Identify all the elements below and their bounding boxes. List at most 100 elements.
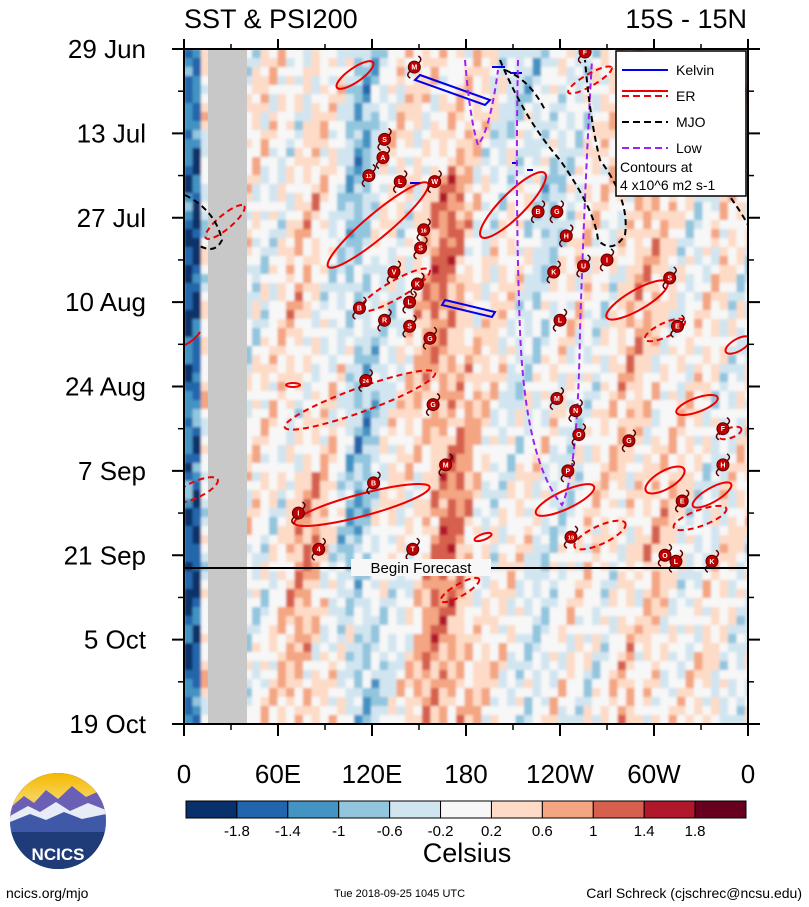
storm-label: 4 xyxy=(317,547,321,554)
y-tick-label: 5 Oct xyxy=(84,625,147,655)
forecast-label: Begin Forecast xyxy=(371,560,473,577)
y-tick-label: 10 Aug xyxy=(65,287,146,317)
storm-label: V xyxy=(392,269,397,276)
psi200-contours xyxy=(184,59,748,604)
storm-label: S xyxy=(667,276,672,283)
storm-marker: T xyxy=(405,537,420,561)
storm-marker: G xyxy=(621,429,637,453)
x-tick-label: 60W xyxy=(627,759,681,789)
x-tick-label: 120W xyxy=(526,759,594,789)
storm-label: K xyxy=(551,269,556,276)
storm-label: F xyxy=(583,50,588,57)
storm-marker: O xyxy=(571,423,587,447)
storm-label: H xyxy=(720,462,725,469)
storm-marker: K xyxy=(546,260,561,284)
colorbar-tick: -1.8 xyxy=(224,823,250,840)
colorbar-segment xyxy=(185,800,238,819)
chart-title-left: SST & PSI200 xyxy=(184,4,358,34)
storm-marker: O xyxy=(657,543,673,567)
storm-label: O xyxy=(662,553,668,560)
y-tick-label: 7 Sep xyxy=(78,456,146,486)
storm-label: S xyxy=(382,137,387,144)
x-tick-label: 60E xyxy=(255,759,301,789)
colorbar-tick: 1.4 xyxy=(634,823,655,840)
storm-label: L xyxy=(407,300,412,307)
storm-marker: 16 xyxy=(416,218,431,242)
storm-marker: S xyxy=(662,266,677,290)
axes: 29 Jun 13 Jul 27 Jul 10 Aug 24 Aug 7 Sep 21 Se… xyxy=(64,34,760,789)
colorbar-segment xyxy=(592,800,645,819)
storm-marker: 4 xyxy=(311,537,326,561)
storm-marker: V xyxy=(386,260,402,284)
storm-marker: H xyxy=(559,224,574,248)
colorbar: -1.8 -1.4 -1 -0.6 -0.2 0.2 0.6 1 1.4 1.8 xyxy=(185,800,747,840)
land-mask xyxy=(208,49,247,724)
storm-marker: E xyxy=(674,489,690,513)
storm-label: A xyxy=(380,155,385,162)
y-tick-label: 21 Sep xyxy=(64,540,146,570)
x-tick-label: 0 xyxy=(741,759,755,789)
y-tick-label: 19 Oct xyxy=(69,709,146,739)
storm-marker: 24 xyxy=(358,368,373,393)
storm-marker: M xyxy=(407,55,422,79)
x-tick-label: 0 xyxy=(177,759,191,789)
colorbar-tick: -1 xyxy=(332,823,345,840)
storm-marker: S xyxy=(402,314,417,338)
storm-marker: U xyxy=(576,254,591,278)
y-tick-label: 24 Aug xyxy=(65,372,146,402)
storm-label: M xyxy=(411,65,417,72)
legend-item: ER xyxy=(622,88,695,104)
storm-label: L xyxy=(674,559,679,566)
storm-label: G xyxy=(554,209,560,216)
storm-label: O xyxy=(576,432,582,439)
storm-label: E xyxy=(675,324,680,331)
storm-marker: L xyxy=(392,169,408,194)
storm-label: G xyxy=(427,336,433,343)
storm-label: W xyxy=(431,179,438,186)
storm-marker: I xyxy=(599,248,615,272)
logo-text: NCICS xyxy=(32,845,85,864)
storm-marker: B xyxy=(530,200,546,224)
colorbar-segment xyxy=(643,800,696,819)
storm-label: G xyxy=(626,438,632,445)
legend-label: Kelvin xyxy=(676,62,714,78)
colorbar-segment xyxy=(236,800,289,819)
storm-label: T xyxy=(411,547,416,554)
storm-marker: I xyxy=(291,501,306,525)
x-tick-label: 120E xyxy=(342,759,403,789)
storm-marker: K xyxy=(410,272,425,296)
storm-marker: B xyxy=(352,296,367,320)
storm-marker: F xyxy=(715,417,731,441)
legend-item: MJO xyxy=(622,114,706,130)
colorbar-tick: 1 xyxy=(589,823,597,840)
storm-label: K xyxy=(415,282,420,289)
storm-label: 24 xyxy=(363,379,370,385)
storm-marker: N xyxy=(568,398,583,423)
storm-marker: 13 xyxy=(361,163,377,188)
storm-marker: A xyxy=(375,145,391,170)
storm-marker: G xyxy=(422,326,438,350)
storm-marker: G xyxy=(425,392,441,417)
storm-label: R xyxy=(382,318,387,325)
y-tick-label: 29 Jun xyxy=(68,34,146,64)
storm-label: I xyxy=(606,257,608,264)
storm-label: E xyxy=(680,499,685,506)
colorbar-tick: 0.6 xyxy=(532,823,553,840)
storm-marker: G xyxy=(549,200,565,224)
colorbar-segment xyxy=(389,800,442,819)
storm-marker: L xyxy=(402,290,417,314)
legend-item: Kelvin xyxy=(622,62,714,78)
footer-url[interactable]: ncics.org/mjo xyxy=(6,885,89,901)
storm-label: B xyxy=(357,306,362,313)
footer-timestamp: Tue 2018-09-25 1045 UTC xyxy=(334,888,466,900)
x-tick-label: 180 xyxy=(444,759,487,789)
storm-label: K xyxy=(709,559,714,566)
colorbar-segment xyxy=(541,800,594,819)
storm-marker: E xyxy=(670,314,685,338)
storm-marker: 19 xyxy=(563,525,579,549)
storm-label: G xyxy=(430,402,436,409)
legend-label: ER xyxy=(676,88,695,104)
colorbar-tick: -0.2 xyxy=(428,823,454,840)
legend: Kelvin ER MJO Low Contours at 4 x10^6 m2 s-… xyxy=(615,50,747,197)
